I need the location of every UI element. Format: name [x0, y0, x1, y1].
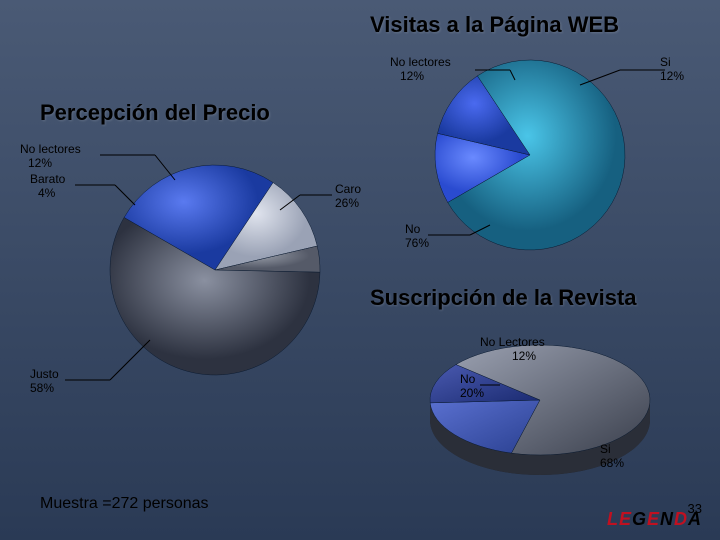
logo-letter: E [647, 509, 658, 530]
logo-letter: N [660, 509, 672, 530]
label-suscr-si: Si 68% [600, 442, 624, 471]
footer-sample: Muestra =272 personas [40, 495, 209, 513]
label-suscr-no: No 20% [460, 372, 484, 401]
logo-letter: L [607, 509, 617, 530]
logo-letter: E [619, 509, 630, 530]
logo-letter: G [632, 509, 645, 530]
label-suscr-nolect: No Lectores 12% [480, 335, 545, 364]
logo: LEGENDA [607, 509, 700, 530]
logo-letter: D [674, 509, 686, 530]
logo-letter: A [688, 509, 700, 530]
